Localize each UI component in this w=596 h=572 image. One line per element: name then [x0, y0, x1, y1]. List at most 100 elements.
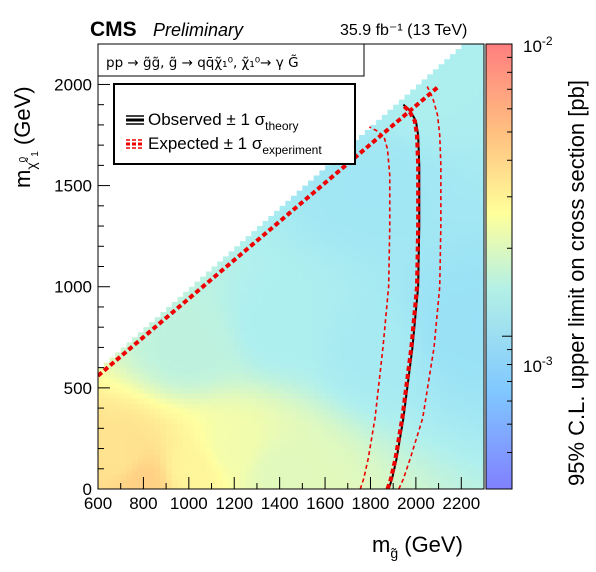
heatmap-cell: [217, 413, 224, 419]
heatmap-cell: [285, 367, 292, 374]
heatmap-cell: [279, 418, 286, 424]
heatmap-cell: [347, 241, 355, 247]
heatmap-cell: [262, 377, 269, 384]
heatmap-cell: [342, 317, 349, 323]
heatmap-cell: [466, 413, 474, 419]
heatmap-cell: [421, 281, 428, 288]
heatmap-cell: [432, 428, 440, 434]
heatmap-cell: [449, 236, 457, 242]
heatmap-cell: [438, 195, 445, 202]
heatmap-cell: [296, 236, 303, 242]
heatmap-cell: [222, 418, 230, 424]
heatmap-cell: [466, 438, 474, 445]
heatmap-cell: [410, 129, 417, 136]
heatmap-cell: [234, 256, 241, 263]
heatmap-cell: [387, 317, 394, 323]
heatmap-cell: [251, 387, 258, 394]
heatmap-cell: [427, 271, 434, 278]
heatmap-cell: [444, 377, 451, 384]
heatmap-cell: [398, 266, 406, 273]
heatmap-cell: [449, 150, 457, 156]
heatmap-cell: [200, 483, 207, 489]
heatmap-cell: [217, 473, 224, 480]
contour-expected-1-experiment: [359, 126, 391, 489]
heatmap-cell: [438, 261, 445, 268]
heatmap-cell: [370, 205, 377, 212]
heatmap-cell: [347, 453, 355, 460]
heatmap-cell: [279, 251, 286, 257]
heatmap-cell: [410, 124, 417, 131]
heatmap-cell: [478, 301, 484, 308]
heatmap-cell: [478, 372, 484, 379]
heatmap-cell: [438, 79, 445, 86]
heatmap-cell: [228, 271, 235, 278]
heatmap-cell: [308, 215, 315, 222]
heatmap-cell: [279, 266, 286, 273]
heatmap-cell: [205, 327, 213, 333]
heatmap-cell: [256, 276, 264, 283]
heatmap-cell: [415, 327, 423, 333]
heatmap-cell: [115, 362, 122, 369]
heatmap-cell: [217, 418, 224, 424]
heatmap-cell: [222, 367, 230, 374]
heatmap-cell: [160, 448, 167, 455]
heatmap-cell: [120, 408, 127, 414]
heatmap-cell: [466, 327, 474, 333]
heatmap-cell: [359, 438, 366, 445]
heatmap-cell: [421, 104, 428, 111]
heatmap-cell: [353, 372, 360, 379]
heatmap-cell: [444, 428, 451, 434]
heatmap-cell: [194, 296, 201, 303]
heatmap-cell: [330, 231, 338, 237]
heatmap-cell: [410, 266, 417, 273]
heatmap-cell: [273, 413, 281, 419]
heatmap-cell: [234, 468, 241, 475]
heatmap-cell: [330, 236, 338, 242]
heatmap-cell: [98, 418, 105, 424]
heatmap-cell: [364, 342, 372, 349]
heatmap-cell: [302, 423, 309, 429]
heatmap-cell: [98, 463, 105, 470]
heatmap-cell: [319, 170, 326, 177]
heatmap-cell: [256, 241, 264, 247]
heatmap-cell: [296, 281, 303, 288]
heatmap-cell: [449, 124, 457, 131]
heatmap-cell: [222, 357, 230, 364]
heatmap-cell: [228, 372, 235, 379]
heatmap-cell: [455, 337, 462, 343]
heatmap-cell: [132, 372, 139, 379]
heatmap-cell: [376, 428, 383, 434]
heatmap-cell: [472, 463, 479, 470]
heatmap-cell: [166, 433, 173, 440]
heatmap-cell: [336, 266, 343, 273]
heatmap-cell: [137, 377, 145, 384]
heatmap-cell: [364, 392, 372, 399]
heatmap-cell: [126, 438, 133, 445]
heatmap-cell: [313, 220, 320, 227]
heatmap-cell: [353, 403, 360, 409]
heatmap-cell: [319, 392, 326, 399]
heatmap-cell: [398, 271, 406, 278]
heatmap-cell: [398, 256, 406, 263]
heatmap-cell: [109, 473, 116, 480]
heatmap-cell: [432, 215, 440, 222]
heatmap-cell: [239, 362, 247, 369]
heatmap-cell: [296, 458, 303, 465]
heatmap-cell: [461, 306, 468, 313]
heatmap-cell: [404, 205, 411, 212]
heatmap-cell: [427, 428, 434, 434]
heatmap-cell: [325, 352, 332, 359]
heatmap-cell: [444, 281, 451, 288]
heatmap-cell: [410, 367, 417, 374]
heatmap-cell: [177, 392, 184, 399]
heatmap-cell: [273, 327, 281, 333]
y-tick-label: 500: [64, 379, 92, 398]
heatmap-cell: [387, 286, 394, 293]
heatmap-cell: [166, 357, 173, 364]
heatmap-cell: [103, 382, 110, 389]
heatmap-cell: [234, 458, 241, 465]
heatmap-cell: [268, 468, 275, 475]
heatmap-cell: [404, 236, 411, 242]
heatmap-cell: [427, 357, 434, 364]
heatmap-cell: [466, 317, 474, 323]
